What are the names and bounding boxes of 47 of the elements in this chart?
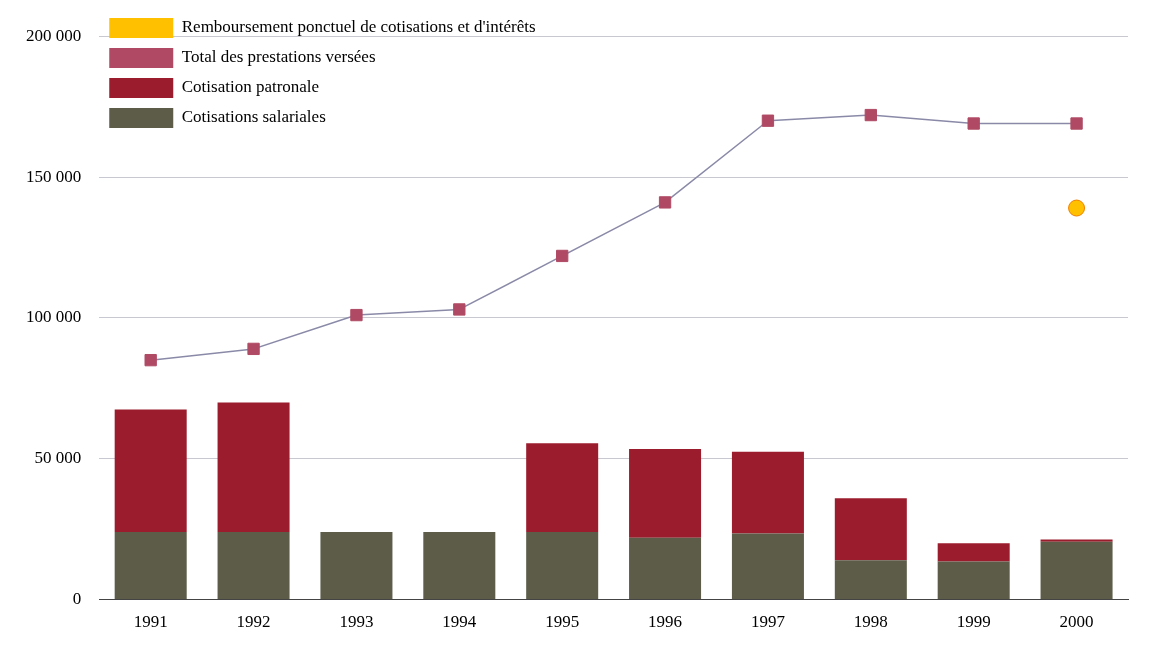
point: [453, 303, 466, 316]
bar: [834, 498, 907, 561]
x-tick-label: 1998: [853, 612, 888, 632]
legend-label: Total des prestations versées: [181, 47, 376, 67]
point: [556, 249, 569, 263]
y-tick-label: 0: [72, 589, 82, 609]
point: [967, 117, 980, 130]
x-tick-label: 1993: [339, 612, 374, 632]
point: [761, 114, 775, 127]
bar: [834, 560, 907, 600]
x-tick-label: 2000: [1059, 612, 1094, 632]
bar: [629, 537, 702, 600]
bar: [423, 531, 496, 600]
y-tick-label: 200 000: [26, 25, 82, 45]
bar: [217, 402, 290, 532]
x-tick-label: 1995: [545, 612, 580, 632]
x-tick-label: 1997: [750, 612, 786, 632]
legend-label: Cotisations salariales: [181, 107, 326, 127]
bar: [937, 543, 1010, 562]
bar: [114, 531, 187, 600]
point: [1070, 117, 1083, 130]
y-tick-label: 100 000: [26, 307, 82, 327]
point: [658, 196, 672, 209]
y-tick-label: 50 000: [34, 448, 82, 468]
bar: [526, 531, 599, 600]
x-tick-label: 1996: [648, 612, 683, 632]
bar: [217, 531, 290, 600]
bar: [526, 443, 599, 532]
legend-label: Cotisation patronale: [181, 77, 320, 97]
bar: [731, 533, 804, 600]
point: [247, 342, 260, 356]
y-tick-label: 150 000: [26, 166, 82, 186]
point: [864, 108, 877, 122]
point: [144, 354, 157, 367]
x-tick-label: 1999: [956, 612, 991, 632]
bar: [731, 451, 804, 534]
point: [350, 308, 363, 322]
x-tick-label: 1994: [442, 612, 477, 632]
legend-label: Remboursement ponctuel de cotisations et d'intérêts: [181, 17, 536, 37]
point: [1068, 199, 1086, 217]
bar: [937, 561, 1010, 600]
bar: [629, 448, 702, 538]
bar: [114, 409, 187, 532]
x-tick-label: 1992: [236, 612, 271, 632]
x-tick-label: 1991: [133, 612, 168, 632]
bar: [320, 531, 393, 600]
bar: [1040, 541, 1113, 600]
